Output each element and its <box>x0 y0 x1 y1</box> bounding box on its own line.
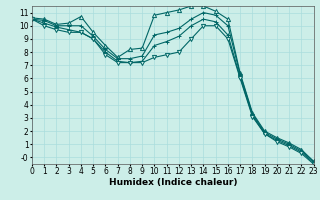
X-axis label: Humidex (Indice chaleur): Humidex (Indice chaleur) <box>108 178 237 187</box>
